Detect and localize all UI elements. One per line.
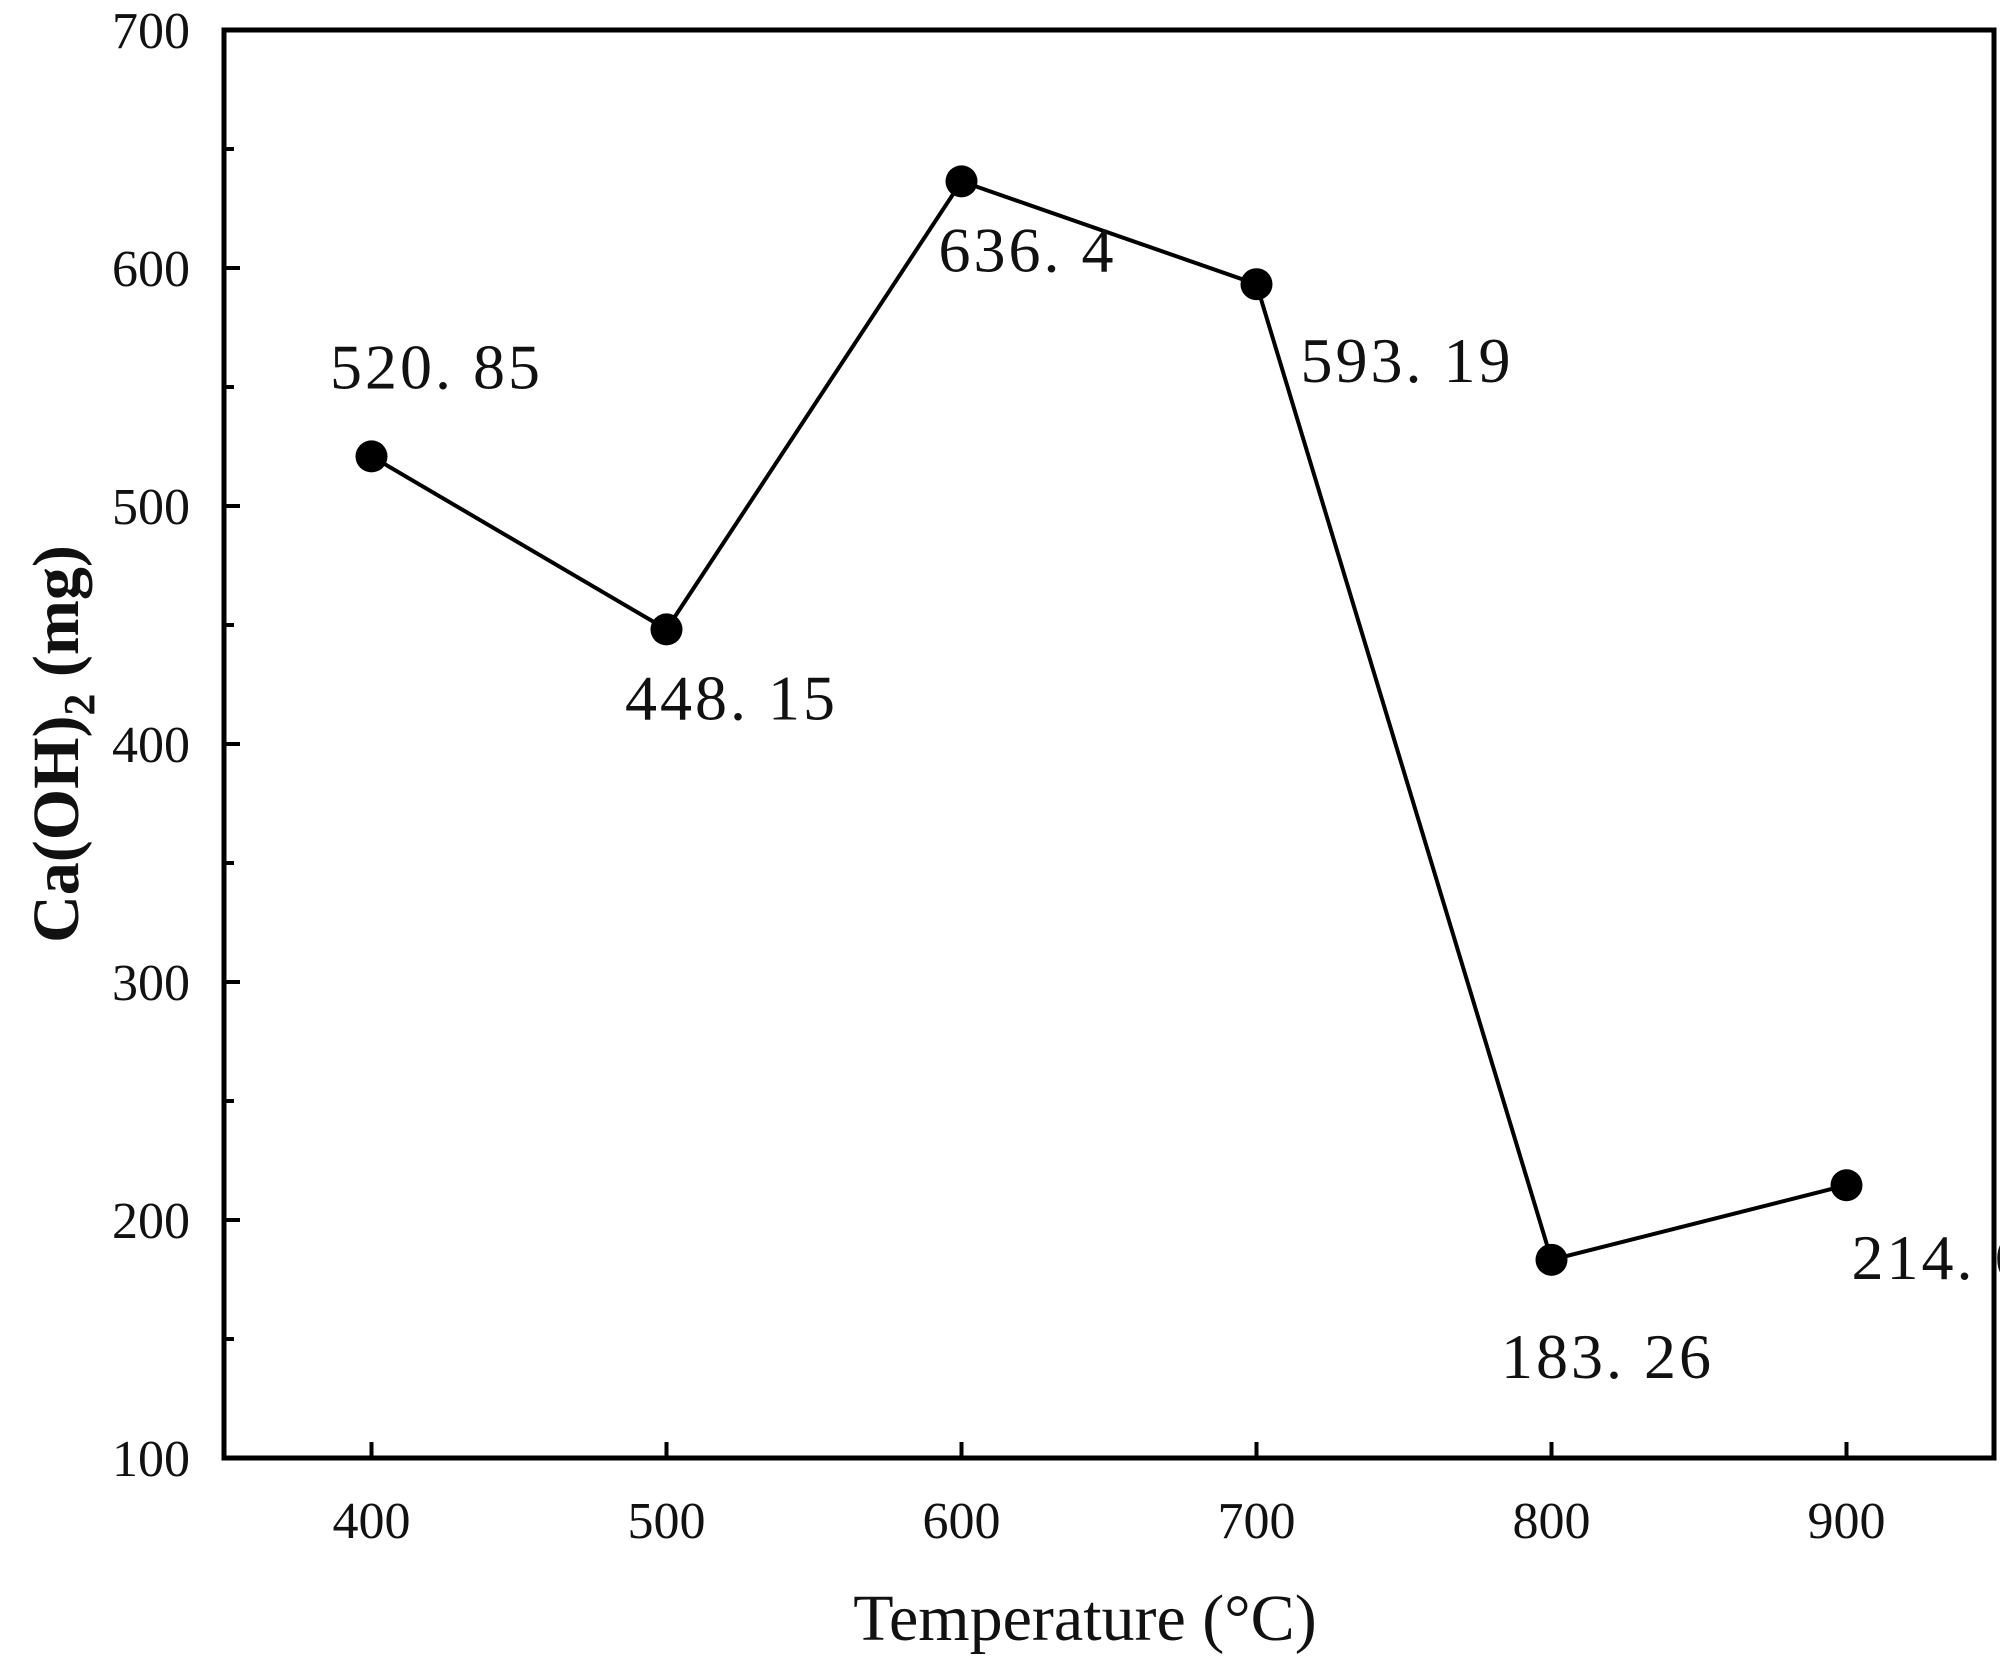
y-tick-label: 700: [112, 3, 190, 60]
y-tick-label: 200: [112, 1193, 190, 1250]
data-point-marker: [1240, 268, 1273, 301]
marker-layer: [355, 165, 1863, 1276]
series-line-layer: [370, 178, 1847, 1263]
data-label: 520. 85: [330, 331, 543, 402]
data-point-marker: [1535, 1243, 1568, 1276]
x-axis-title: Temperature (°C): [853, 1582, 1316, 1655]
plot-frame: [221, 27, 1997, 1461]
y-axis-title-unit: (mg): [20, 545, 93, 693]
data-label: 593. 19: [1301, 325, 1514, 396]
y-tick-label: 100: [112, 1431, 190, 1488]
y-tick-label: 500: [112, 479, 190, 536]
x-tick-label: 700: [1218, 1493, 1296, 1550]
y-axis-title-subscript: 2: [55, 694, 104, 716]
data-label-layer: 520. 85 448. 15 636. 4 593. 19 183. 26 214. 6…: [330, 214, 2000, 1391]
x-tick-label: 400: [333, 1493, 411, 1550]
y-axis-title: Ca(OH)2 (mg): [20, 545, 104, 943]
data-label: 448. 15: [625, 662, 838, 733]
data-point-marker: [355, 440, 388, 473]
x-tick-label: 500: [628, 1493, 706, 1550]
y-tick-label: 400: [112, 717, 190, 774]
y-axis-title-base: Ca(OH): [20, 716, 93, 943]
data-point-marker: [945, 165, 978, 198]
x-tick-label: 900: [1808, 1493, 1886, 1550]
y-tick-label: 300: [112, 955, 190, 1012]
x-tick-label: 600: [923, 1493, 1001, 1550]
axis-ticks: 100 200 300 400 500 600 700 400 500 600 700 800 900: [112, 3, 1886, 1550]
series-line: [370, 178, 1847, 1263]
data-label: 214. 61: [1852, 1222, 2000, 1293]
data-label: 183. 26: [1501, 1321, 1714, 1392]
data-label: 636. 4: [939, 214, 1117, 285]
y-tick-label: 600: [112, 241, 190, 298]
data-point-marker: [1830, 1169, 1863, 1202]
x-tick-label: 800: [1513, 1493, 1591, 1550]
data-point-marker: [650, 613, 683, 646]
